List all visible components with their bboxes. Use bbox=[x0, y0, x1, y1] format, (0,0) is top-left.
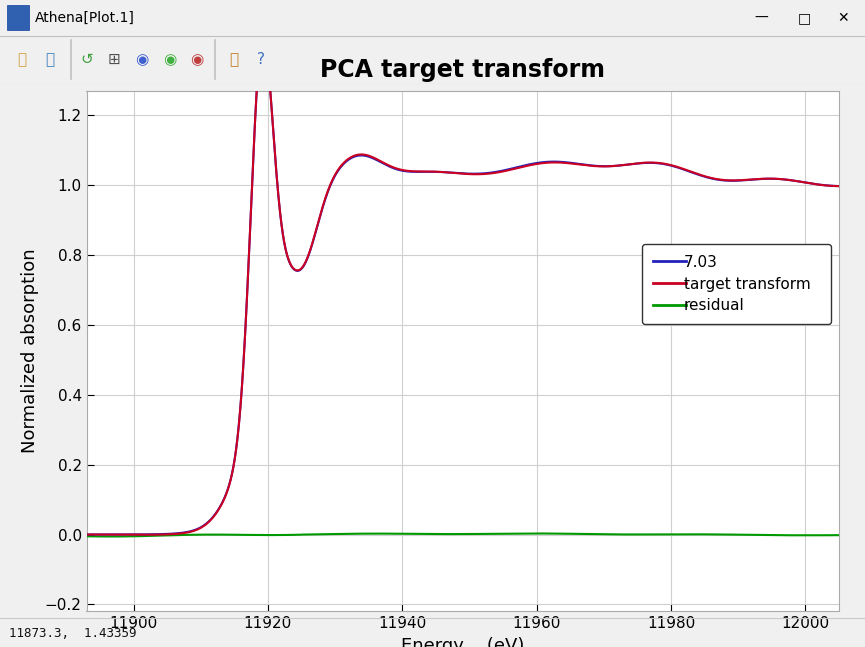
Text: ◉: ◉ bbox=[190, 52, 204, 67]
Text: ✕: ✕ bbox=[837, 11, 849, 25]
7.03 bbox=[354, 151, 364, 159]
Text: —: — bbox=[754, 11, 768, 25]
target transform bbox=[135, 531, 145, 538]
7.03 bbox=[681, 166, 691, 174]
Text: 💾: 💾 bbox=[46, 52, 54, 67]
residual bbox=[712, 531, 722, 538]
residual bbox=[354, 530, 364, 538]
residual bbox=[834, 531, 844, 539]
Text: 🔧: 🔧 bbox=[229, 52, 238, 67]
Text: □: □ bbox=[798, 11, 811, 25]
Legend: 7.03, target transform, residual: 7.03, target transform, residual bbox=[642, 244, 831, 324]
Text: ?: ? bbox=[257, 52, 266, 67]
Text: Athena[Plot.1]: Athena[Plot.1] bbox=[35, 11, 134, 25]
7.03 bbox=[258, 33, 268, 41]
Text: ⊞: ⊞ bbox=[108, 52, 120, 67]
target transform bbox=[681, 166, 691, 174]
target transform bbox=[258, 33, 268, 41]
7.03 bbox=[712, 176, 722, 184]
Text: ◉: ◉ bbox=[163, 52, 176, 67]
Line: target transform: target transform bbox=[86, 37, 839, 534]
target transform bbox=[81, 531, 92, 538]
Text: 📋: 📋 bbox=[17, 52, 26, 67]
residual bbox=[715, 531, 726, 538]
target transform bbox=[802, 179, 812, 187]
Text: ↺: ↺ bbox=[80, 52, 93, 67]
Line: 7.03: 7.03 bbox=[86, 37, 839, 534]
Title: PCA target transform: PCA target transform bbox=[320, 58, 606, 82]
target transform bbox=[712, 175, 722, 183]
residual bbox=[681, 531, 691, 538]
X-axis label: Energy    (eV): Energy (eV) bbox=[401, 637, 524, 647]
target transform bbox=[715, 176, 726, 184]
Bar bbox=[7, 5, 29, 30]
7.03 bbox=[834, 182, 844, 190]
residual bbox=[81, 532, 92, 540]
7.03 bbox=[81, 531, 92, 538]
target transform bbox=[834, 182, 844, 190]
7.03 bbox=[802, 179, 812, 186]
Text: 11873.3,  1.43359: 11873.3, 1.43359 bbox=[9, 628, 136, 641]
Line: residual: residual bbox=[86, 534, 839, 536]
residual bbox=[527, 530, 537, 538]
target transform bbox=[230, 452, 240, 459]
7.03 bbox=[715, 176, 726, 184]
residual bbox=[230, 531, 240, 538]
residual bbox=[106, 532, 116, 540]
Y-axis label: Normalized absorption: Normalized absorption bbox=[22, 248, 39, 454]
target transform bbox=[354, 151, 364, 159]
7.03 bbox=[230, 454, 240, 461]
Text: ◉: ◉ bbox=[135, 52, 149, 67]
residual bbox=[802, 531, 812, 539]
